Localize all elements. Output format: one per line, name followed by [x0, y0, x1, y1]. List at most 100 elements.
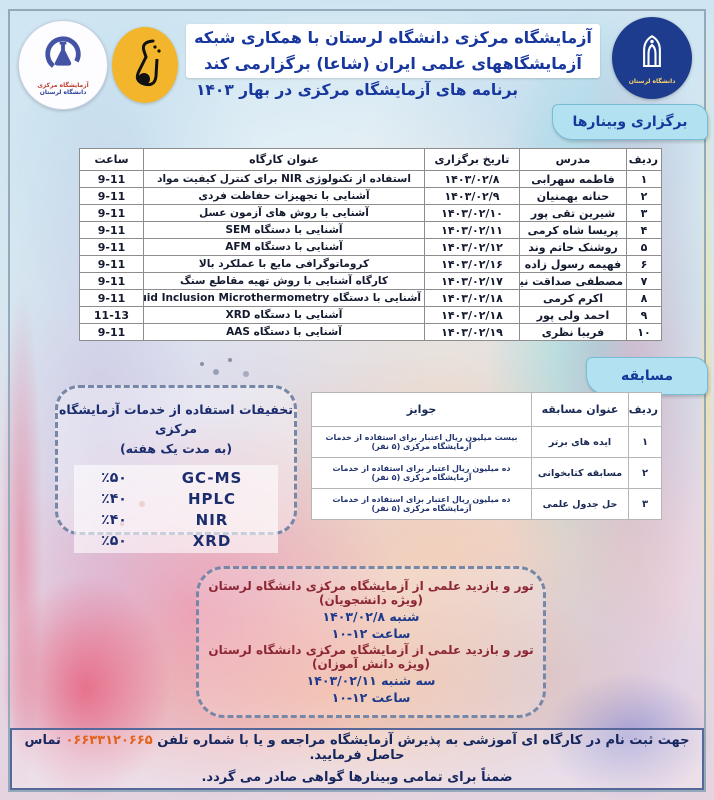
competition-row: ۱ ایده های برتر بیست میلیون ریال اعتبار … — [311, 426, 662, 458]
competition-prize: بیست میلیون ریال اعتبار برای استفاده از … — [311, 426, 532, 458]
competition-row-number: ۳ — [628, 488, 662, 520]
discount-percent: ٪۴۰ — [101, 490, 127, 507]
competition-prize: ده میلیون ریال اعتبار برای استفاده از خد… — [311, 488, 532, 520]
col-workshop-title: عنوان کارگاه — [143, 148, 425, 171]
competition-row-number: ۲ — [628, 457, 662, 489]
webinars-section-banner: برگزاری وبینارها — [552, 104, 708, 140]
col-row-number: ردیف — [628, 392, 662, 427]
webinar-row: ۲ حنانه بهمنیان ۱۴۰۳/۰۲/۹ آشنایی با تجهی… — [79, 187, 662, 205]
webinars-table: ردیف مدرس تاریخ برگزاری عنوان کارگاه ساع… — [79, 148, 662, 341]
webinar-time: 11-13 — [79, 306, 144, 324]
webinar-date: ۱۴۰۳/۰۲/۸ — [424, 170, 520, 188]
program-subtitle: برنامه های آزمایشگاه مرکزی در بهار ۱۴۰۳ — [195, 81, 519, 99]
webinar-instructor: پریسا شاه کرمی — [519, 221, 627, 239]
webinar-instructor: احمد ولی پور — [519, 306, 627, 324]
webinar-title: آشنایی با تجهیزات حفاظت فردی — [143, 187, 425, 205]
competition-table: ردیف عنوان مسابقه جوایز ۱ ایده های برتر … — [311, 392, 662, 520]
competition-row: ۳ حل جدول علمی ده میلیون ریال اعتبار برا… — [311, 488, 662, 520]
webinar-row: ۹ احمد ولی پور ۱۴۰۳/۰۲/۱۸ آشنایی با دستگ… — [79, 306, 662, 324]
webinar-row-number: ۷ — [626, 272, 662, 290]
webinar-time: 9-11 — [79, 255, 144, 273]
tour-time: ساعت ۱۰-۱۲ — [205, 690, 537, 705]
competition-title: ایده های برتر — [531, 426, 629, 458]
webinar-row-number: ۳ — [626, 204, 662, 222]
university-emblem-icon — [631, 31, 673, 77]
webinar-date: ۱۴۰۳/۰۲/۱۲ — [424, 238, 520, 256]
webinar-row-number: ۲ — [626, 187, 662, 205]
footer-registration-line: جهت ثبت نام در کارگاه ای آموزشی به پذیرش… — [12, 733, 702, 763]
university-logo-label: دانشگاه لرستان — [628, 78, 676, 85]
webinars-header-row: ردیف مدرس تاریخ برگزاری عنوان کارگاه ساع… — [79, 148, 662, 171]
central-lab-logo-line2: دانشگاه لرستان — [39, 89, 87, 97]
webinar-date: ۱۴۰۳/۰۲/۱۸ — [424, 289, 520, 307]
tour-time: ساعت ۱۰-۱۲ — [205, 626, 537, 641]
tour-title: تور و بازدید علمی از آزمایشگاه مرکزی دان… — [208, 579, 534, 607]
shaa-logo — [112, 27, 178, 103]
webinar-instructor: فریبا نظری — [519, 323, 627, 341]
webinar-time: 9-11 — [79, 323, 144, 341]
discount-item: ٪۴۰ HPLC — [78, 488, 274, 509]
tour-time-value: ۱۰-۱۲ — [331, 690, 368, 705]
webinar-row: ۶ فهیمه رسول زاده ۱۴۰۳/۰۲/۱۶ کروماتوگراف… — [79, 255, 662, 273]
tour-date: سه شنبه ۱۴۰۳/۰۲/۱۱ — [306, 673, 436, 688]
footer-phone-number: ۰۶۶۳۳۱۲۰۶۶۵ — [65, 733, 153, 748]
webinar-row-number: ۶ — [626, 255, 662, 273]
discount-item: ٪۵۰ XRD — [78, 530, 274, 551]
webinar-row: ۱۰ فریبا نظری ۱۴۰۳/۰۲/۱۹ آشنایی با دستگا… — [79, 323, 662, 341]
webinar-date: ۱۴۰۳/۰۲/۱۸ — [424, 306, 520, 324]
central-lab-logo: آزمایشگاه مرکزی دانشگاه لرستان — [18, 20, 108, 110]
webinar-instructor: حنانه بهمنیان — [519, 187, 627, 205]
discounts-title-line1: تخفیفات استفاده از خدمات آزمایشگاه مرکزی — [59, 402, 293, 437]
discount-service: XRD — [192, 531, 232, 550]
webinar-instructor: فهیمه رسول زاده — [519, 255, 627, 273]
webinar-row: ۳ شیرین تقی پور ۱۴۰۳/۰۲/۱۰ آشنایی با روش… — [79, 204, 662, 222]
competition-row-number: ۱ — [628, 426, 662, 458]
webinar-row: ۱ فاطمه سهرابی ۱۴۰۳/۰۲/۸ استفاده از تکنو… — [79, 170, 662, 188]
competition-prize: ده میلیون ریال اعتبار برای استفاده از خد… — [311, 457, 532, 489]
webinar-instructor: فاطمه سهرابی — [519, 170, 627, 188]
competition-section-banner: مسابقه — [586, 357, 708, 395]
webinar-instructor: شیرین تقی پور — [519, 204, 627, 222]
webinar-title: کارگاه آشنایی با روش تهیه مقاطع سنگ — [143, 272, 425, 290]
webinar-row: ۷ مصطفی صداقت نیا ۱۴۰۳/۰۲/۱۷ کارگاه آشنا… — [79, 272, 662, 290]
footer-certificate-line: ضمناً برای تمامی وبینارها گواهی صادر می … — [201, 770, 513, 785]
webinar-title: استفاده از تکنولوژی NIR برای کنترل کیفیت… — [143, 170, 425, 188]
col-prizes: جوایز — [311, 392, 532, 427]
col-competition-title: عنوان مسابقه — [531, 392, 629, 427]
webinar-title: آشنایی با دستگاه Fluid Inclusion Microth… — [143, 289, 425, 307]
webinar-instructor: اکرم کرمی — [519, 289, 627, 307]
webinar-date: ۱۴۰۳/۰۲/۱۶ — [424, 255, 520, 273]
webinar-title: آشنایی با دستگاه SEM — [143, 221, 425, 239]
discounts-box: تخفیفات استفاده از خدمات آزمایشگاه مرکزی… — [55, 385, 297, 554]
flask-ring-icon — [40, 34, 86, 82]
discounts-title-line2: (به مدت یک هفته) — [119, 440, 233, 456]
footer-text-before-phone: جهت ثبت نام در کارگاه ای آموزشی به پذیرش… — [157, 733, 690, 748]
competition-title: مسابقه کتابخوانی — [531, 457, 629, 489]
discount-service: HPLC — [187, 489, 237, 508]
webinar-date: ۱۴۰۳/۰۲/۱۰ — [424, 204, 520, 222]
decorative-dots — [200, 362, 204, 366]
webinar-time: 9-11 — [79, 221, 144, 239]
footer-box: جهت ثبت نام در کارگاه ای آموزشی به پذیرش… — [10, 728, 704, 790]
webinar-instructor: روشنک حاتم وند — [519, 238, 627, 256]
col-row-number: ردیف — [626, 148, 662, 171]
webinar-row: ۸ اکرم کرمی ۱۴۰۳/۰۲/۱۸ آشنایی با دستگاه … — [79, 289, 662, 307]
webinar-time: 9-11 — [79, 272, 144, 290]
lorestan-university-logo: دانشگاه لرستان — [612, 17, 692, 99]
discounts-title: تخفیفات استفاده از خدمات آزمایشگاه مرکزی… — [58, 400, 294, 458]
webinar-title: آشنایی با دستگاه AFM — [143, 238, 425, 256]
discount-percent: ٪۴۰ — [101, 511, 127, 528]
discount-percent: ٪۵۰ — [101, 469, 127, 486]
webinar-row-number: ۴ — [626, 221, 662, 239]
webinar-title: آشنایی با روش های آزمون عسل — [143, 204, 425, 222]
retort-flask-icon — [127, 37, 163, 93]
webinar-date: ۱۴۰۳/۰۲/۹ — [424, 187, 520, 205]
webinar-date: ۱۴۰۳/۰۲/۱۷ — [424, 272, 520, 290]
main-title-box: آزمایشگاه مرکزی دانشگاه لرستان با همکاری… — [186, 24, 600, 78]
discounts-list: ٪۵۰ GC-MS ٪۴۰ HPLC ٪۴۰ NIR ٪۵۰ XRD — [74, 465, 278, 554]
competition-title: حل جدول علمی — [531, 488, 629, 520]
discount-service: NIR — [195, 510, 229, 529]
webinar-row-number: ۸ — [626, 289, 662, 307]
competition-row: ۲ مسابقه کتابخوانی ده میلیون ریال اعتبار… — [311, 457, 662, 489]
